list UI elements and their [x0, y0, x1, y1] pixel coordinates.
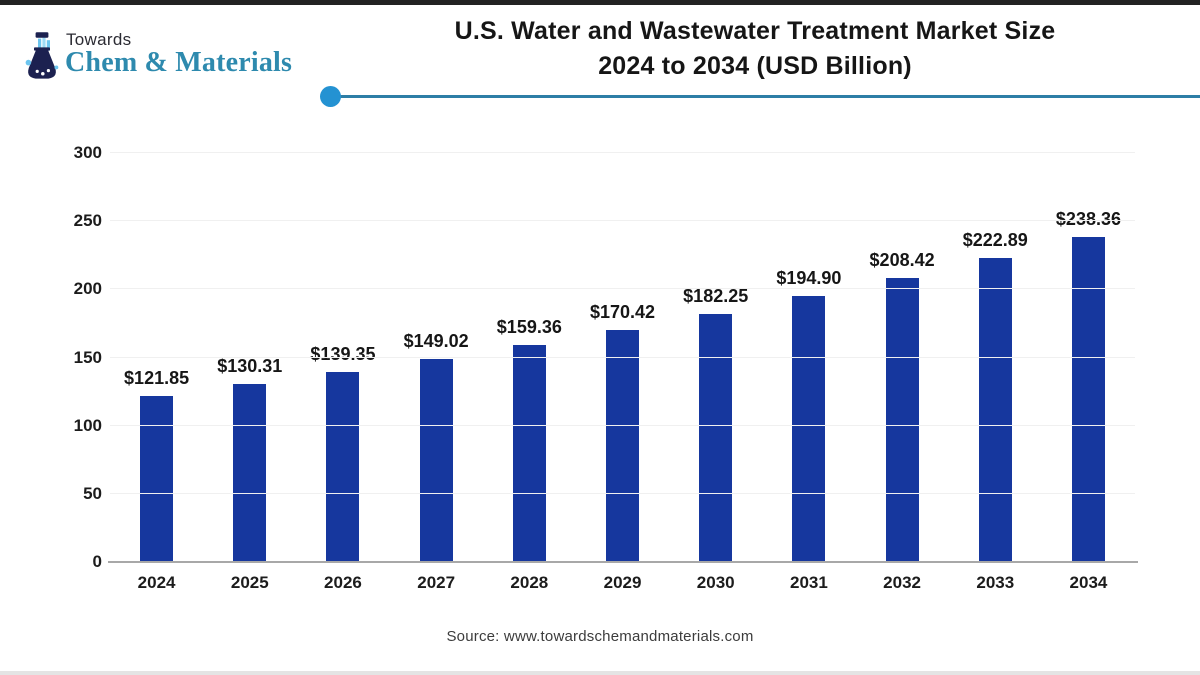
bar-columns: $121.85 $130.31 $139.35 $149.02 $159.36 $170.… — [110, 153, 1135, 562]
x-tick-label-2027: 2027 — [417, 573, 456, 592]
x-tick-label-2026: 2026 — [324, 573, 362, 592]
x-tick-label-2029: 2029 — [603, 573, 642, 592]
bar-column-2031: $194.90 — [762, 268, 855, 562]
x-axis-line — [108, 561, 1138, 563]
gridline-100 — [110, 424, 1135, 426]
x-tick-label-2031: 2031 — [789, 573, 828, 592]
logo-towards-text: Towards — [66, 30, 132, 49]
x-tick-label-2028: 2028 — [510, 573, 549, 592]
value-label-2027: $149.02 — [403, 330, 469, 351]
x-tick-label-2034: 2034 — [1069, 573, 1108, 592]
value-label-2033: $222.89 — [962, 230, 1028, 251]
x-tick-label-2025: 2025 — [230, 573, 269, 592]
y-tick-label-150: 150 — [73, 347, 102, 367]
bar-column-2033: $222.89 — [949, 230, 1042, 562]
bottom-border-strip — [0, 671, 1200, 675]
bar-column-2034: $238.36 — [1042, 209, 1135, 562]
header-rule-dot — [320, 86, 341, 107]
x-axis-labels: 2024 2025 2026 2027 2028 2029 2030 2031 2032 2033… — [110, 573, 1135, 593]
value-label-2029: $170.42 — [589, 301, 656, 322]
bar-chart: $121.85 $130.31 $139.35 $149.02 $159.36 $170.… — [0, 110, 1200, 620]
value-label-2030: $182.25 — [683, 285, 749, 306]
plot-area: $121.85 $130.31 $139.35 $149.02 $159.36 $170.… — [110, 152, 1135, 562]
value-label-2028: $159.36 — [496, 316, 562, 337]
page-title-line2: 2024 to 2034 (USD Billion) — [598, 52, 912, 80]
y-tick-label-300: 300 — [73, 143, 102, 162]
bar-column-2032: $208.42 — [856, 250, 949, 562]
bar-2032 — [885, 277, 919, 562]
gridline-300 — [110, 152, 1135, 153]
y-tick-label-0: 0 — [92, 552, 102, 571]
x-tick-label-2032: 2032 — [883, 573, 921, 592]
top-border-strip — [0, 0, 1200, 5]
bar-2031 — [792, 296, 826, 562]
brand-logo: Towards Chem & Materials — [16, 26, 316, 88]
value-label-2026: $139.35 — [310, 344, 376, 365]
y-tick-label-100: 100 — [73, 415, 102, 435]
gridline-50 — [110, 492, 1135, 494]
bar-column-2026: $139.35 — [296, 344, 389, 562]
bar-column-2029: $170.42 — [576, 302, 669, 562]
bar-2030 — [699, 313, 733, 562]
page-title: U.S. Water and Wastewater Treatment Mark… — [320, 14, 1190, 84]
bar-column-2027: $149.02 — [390, 331, 483, 562]
header-rule-line — [331, 95, 1200, 98]
logo-brand-text: Chem & Materials — [65, 47, 293, 78]
value-label-2031: $194.90 — [776, 268, 842, 289]
bar-column-2024: $121.85 — [110, 368, 203, 562]
bar-2034 — [1071, 237, 1105, 562]
value-label-2025: $130.31 — [217, 356, 283, 377]
bar-column-2025: $130.31 — [203, 356, 296, 562]
gridline-150 — [110, 356, 1135, 358]
x-tick-label-2030: 2030 — [696, 573, 735, 592]
bar-2025 — [233, 384, 267, 562]
bar-2028 — [512, 344, 546, 562]
bar-2026 — [326, 372, 360, 562]
bar-2029 — [606, 329, 640, 562]
bar-column-2028: $159.36 — [483, 317, 576, 562]
gridline-250 — [110, 220, 1135, 222]
gridline-200 — [110, 288, 1135, 290]
bar-column-2030: $182.25 — [669, 286, 762, 562]
bar-2027 — [419, 358, 453, 562]
value-label-2034: $238.36 — [1055, 209, 1121, 230]
bar-2033 — [978, 258, 1012, 562]
y-tick-label-50: 50 — [83, 483, 102, 503]
y-tick-label-250: 250 — [73, 211, 102, 231]
flask-icon — [25, 32, 59, 79]
page-title-line1: U.S. Water and Wastewater Treatment Mark… — [454, 17, 1056, 45]
source-credit: Source: www.towardschemandmaterials.com — [446, 628, 754, 645]
x-tick-label-2033: 2033 — [976, 573, 1015, 592]
x-tick-label-2024: 2024 — [137, 573, 176, 592]
value-label-2032: $208.42 — [869, 249, 935, 270]
bar-2024 — [140, 395, 174, 562]
y-tick-label-200: 200 — [73, 279, 102, 299]
value-label-2024: $121.85 — [124, 367, 190, 388]
